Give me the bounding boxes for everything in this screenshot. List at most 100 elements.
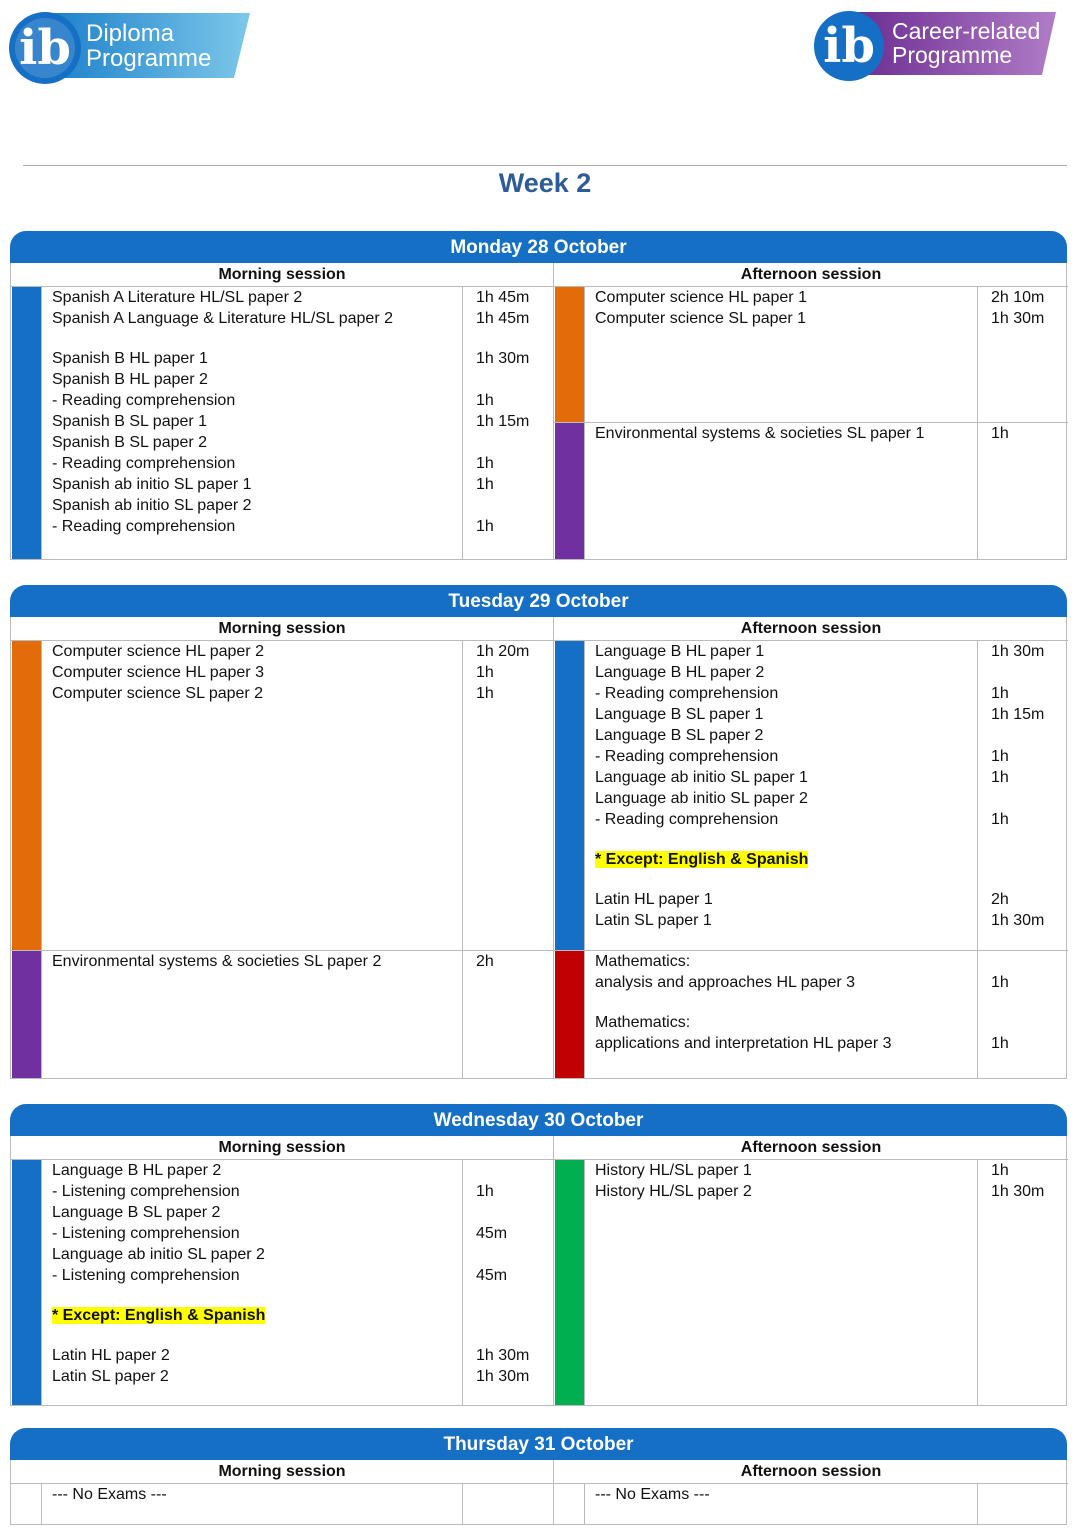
exam-row: Language B HL paper 2 [595,662,1068,683]
exam-name: Spanish A Literature HL/SL paper 2 [52,289,303,306]
exam-row: applications and interpretation HL paper… [595,1033,1068,1054]
duration-divider [462,1484,463,1524]
exam-duration: 1h [991,685,1009,702]
exam-name: Language B HL paper 1 [595,643,765,660]
exam-duration: 1h 45m [476,289,530,306]
exam-name: - Reading comprehension [52,455,236,472]
exam-row: - Reading comprehension 1h [52,453,553,474]
duration-divider [977,641,978,950]
exam-name-cell: Language B SL paper 2 [52,1202,553,1223]
exam-name: Language ab initio SL paper 2 [595,790,808,807]
exam-group: Latin HL paper 2 1h 30m Latin SL paper 2 1h… [52,1345,553,1387]
exam-name: Environmental systems & societies SL pap… [595,425,925,442]
block-content: Environmental systems & societies SL pap… [554,423,1068,444]
exam-duration: 1h 30m [991,912,1045,929]
exam-duration: 45m [476,1225,508,1242]
session-label: Afternoon session [554,617,1068,641]
exam-name-cell: Spanish B SL paper 1 [52,411,463,432]
exam-row: Computer science HL paper 3 1h [52,662,553,683]
exam-block: Computer science HL paper 1 2h 10m Compute… [554,287,1068,423]
duration-divider [977,1484,978,1524]
exam-name-cell: Latin SL paper 1 [595,910,978,931]
exam-name-cell: Spanish A Language & Literature HL/SL pa… [52,308,463,329]
exam-duration: 2h 10m [991,289,1045,306]
exam-row: Mathematics: [595,951,1068,972]
exam-row: History HL/SL paper 1 1h [595,1160,1068,1181]
exam-row: History HL/SL paper 2 1h 30m [595,1181,1068,1202]
duration-divider [462,641,463,950]
session-label: Morning session [11,1136,554,1160]
block-content: Mathematics: analysis and approaches HL p… [554,951,1068,1054]
exam-row: Spanish B SL paper 2 [52,432,553,453]
exam-name: Spanish B SL paper 2 [52,434,208,451]
duration-divider [977,423,978,559]
exam-name: - Reading comprehension [595,811,779,828]
exam-name: History HL/SL paper 2 [595,1183,752,1200]
exam-group: Spanish A Literature HL/SL paper 2 1h 45m… [52,287,553,329]
subject-color [555,1160,585,1405]
exam-duration: 1h 30m [476,1347,530,1364]
exam-block: History HL/SL paper 1 1h History HL/SL pap… [554,1160,1068,1405]
exam-row: - Reading comprehension 1h [52,516,553,537]
exam-name-cell: Spanish B HL paper 2 [52,369,553,390]
block-content: Environmental systems & societies SL pap… [11,951,553,972]
exam-name-cell: Mathematics: [595,951,1068,972]
exam-name-cell: - Reading comprehension [52,516,463,537]
exam-duration: 45m [476,1267,508,1284]
exam-duration: 1h 30m [476,350,530,367]
exam-name: Computer science HL paper 3 [52,664,264,681]
exam-duration: 1h [476,685,494,702]
exam-name: Environmental systems & societies SL pap… [52,953,382,970]
day-heading: Monday 28 October [10,231,1067,263]
day: Thursday 31 October Morning session Aftern… [10,1428,1068,1525]
exam-name-cell: Environmental systems & societies SL pap… [595,423,978,444]
day: Monday 28 October Morning session Afternoo… [10,231,1068,560]
exam-name: --- No Exams --- [595,1486,710,1503]
exam-name: Computer science HL paper 2 [52,643,264,660]
subject-color [555,951,585,1078]
exam-row: Spanish ab initio SL paper 2 [52,495,553,516]
exam-name-cell: Spanish B SL paper 2 [52,432,553,453]
duration-divider [462,951,463,1078]
exam-row: - Reading comprehension 1h [52,390,553,411]
exam-name-cell: Language B HL paper 2 [595,662,1068,683]
exam-duration: 1h [476,392,494,409]
subject-color [555,287,585,422]
exam-row: - Reading comprehension 1h [595,809,1068,830]
block-content: Language B HL paper 2 - Listening compreh… [11,1160,553,1387]
session-headers: Morning session Afternoon session [10,1460,1068,1484]
exam-name-cell: Language B HL paper 1 [595,641,978,662]
logo-text: Diploma [86,20,175,47]
exam-row: Computer science SL paper 2 1h [52,683,553,704]
exam-name-cell: Mathematics: [595,1012,1068,1033]
exam-name-cell: - Reading comprehension [595,683,978,704]
logo-right: ib Career-related Programme [814,11,1056,81]
exam-name-cell: Language B SL paper 2 [595,725,1068,746]
session-label: Afternoon session [554,263,1068,287]
exam-name: Latin HL paper 2 [52,1347,170,1364]
exam-group: Spanish B HL paper 1 1h 30m Spanish B HL p… [52,348,553,537]
exam-name: Mathematics: [595,953,691,970]
exam-name-cell: Latin HL paper 2 [52,1345,463,1366]
day-heading: Tuesday 29 October [10,585,1067,617]
session-headers: Morning session Afternoon session [10,617,1068,641]
exam-name: - Reading comprehension [52,392,236,409]
exam-duration: 1h 30m [991,1183,1045,1200]
exam-name-cell: - Listening comprehension [52,1265,463,1286]
exam-group: * Except: English & Spanish [52,1305,553,1326]
exam-duration: 1h [476,476,494,493]
exam-duration: 1h 20m [476,643,530,660]
exam-name: Language B HL paper 2 [52,1162,222,1179]
exam-duration: 1h [476,455,494,472]
exam-name-cell: * Except: English & Spanish [52,1305,553,1326]
exam-name: Latin HL paper 1 [595,891,713,908]
day: Tuesday 29 October Morning session Afterno… [10,585,1068,1079]
exam-group: Mathematics: analysis and approaches HL p… [595,951,1068,993]
exam-row: Latin HL paper 2 1h 30m [52,1345,553,1366]
day-body: Language B HL paper 2 - Listening compreh… [10,1160,1067,1406]
exam-row: Language ab initio SL paper 2 [52,1244,553,1265]
exam-name: Language ab initio SL paper 1 [595,769,808,786]
exam-row: Language B HL paper 2 [52,1160,553,1181]
duration-divider [977,951,978,1078]
